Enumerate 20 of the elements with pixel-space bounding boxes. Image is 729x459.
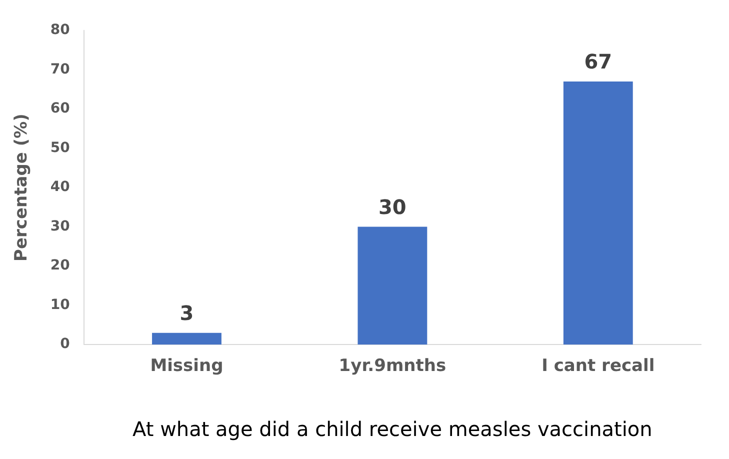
y-tick-label: 20 (50, 258, 70, 274)
data-label: 3 (180, 301, 194, 326)
y-axis-title: Percentage (%) (12, 114, 32, 262)
y-tick-label: 60 (50, 100, 70, 117)
bar (152, 332, 222, 345)
y-tick-label: 70 (50, 61, 70, 78)
y-tick-label: 50 (50, 140, 70, 156)
data-label: 30 (378, 194, 406, 219)
data-label: 67 (584, 50, 612, 74)
y-tick-label: 80 (50, 22, 70, 38)
y-tick-label: 40 (50, 179, 70, 196)
x-tick-label: Missing (150, 356, 224, 376)
bar (358, 226, 428, 345)
y-tick-label: 0 (60, 336, 70, 352)
x-axis-title: At what age did a child receive measles vaccination (132, 417, 652, 442)
x-tick-label: I cant recall (542, 356, 655, 376)
y-tick-label: 30 (50, 218, 70, 234)
x-tick-label: 1yr.9mnths (338, 356, 446, 376)
bar (563, 81, 633, 345)
y-tick-label: 10 (50, 296, 70, 313)
